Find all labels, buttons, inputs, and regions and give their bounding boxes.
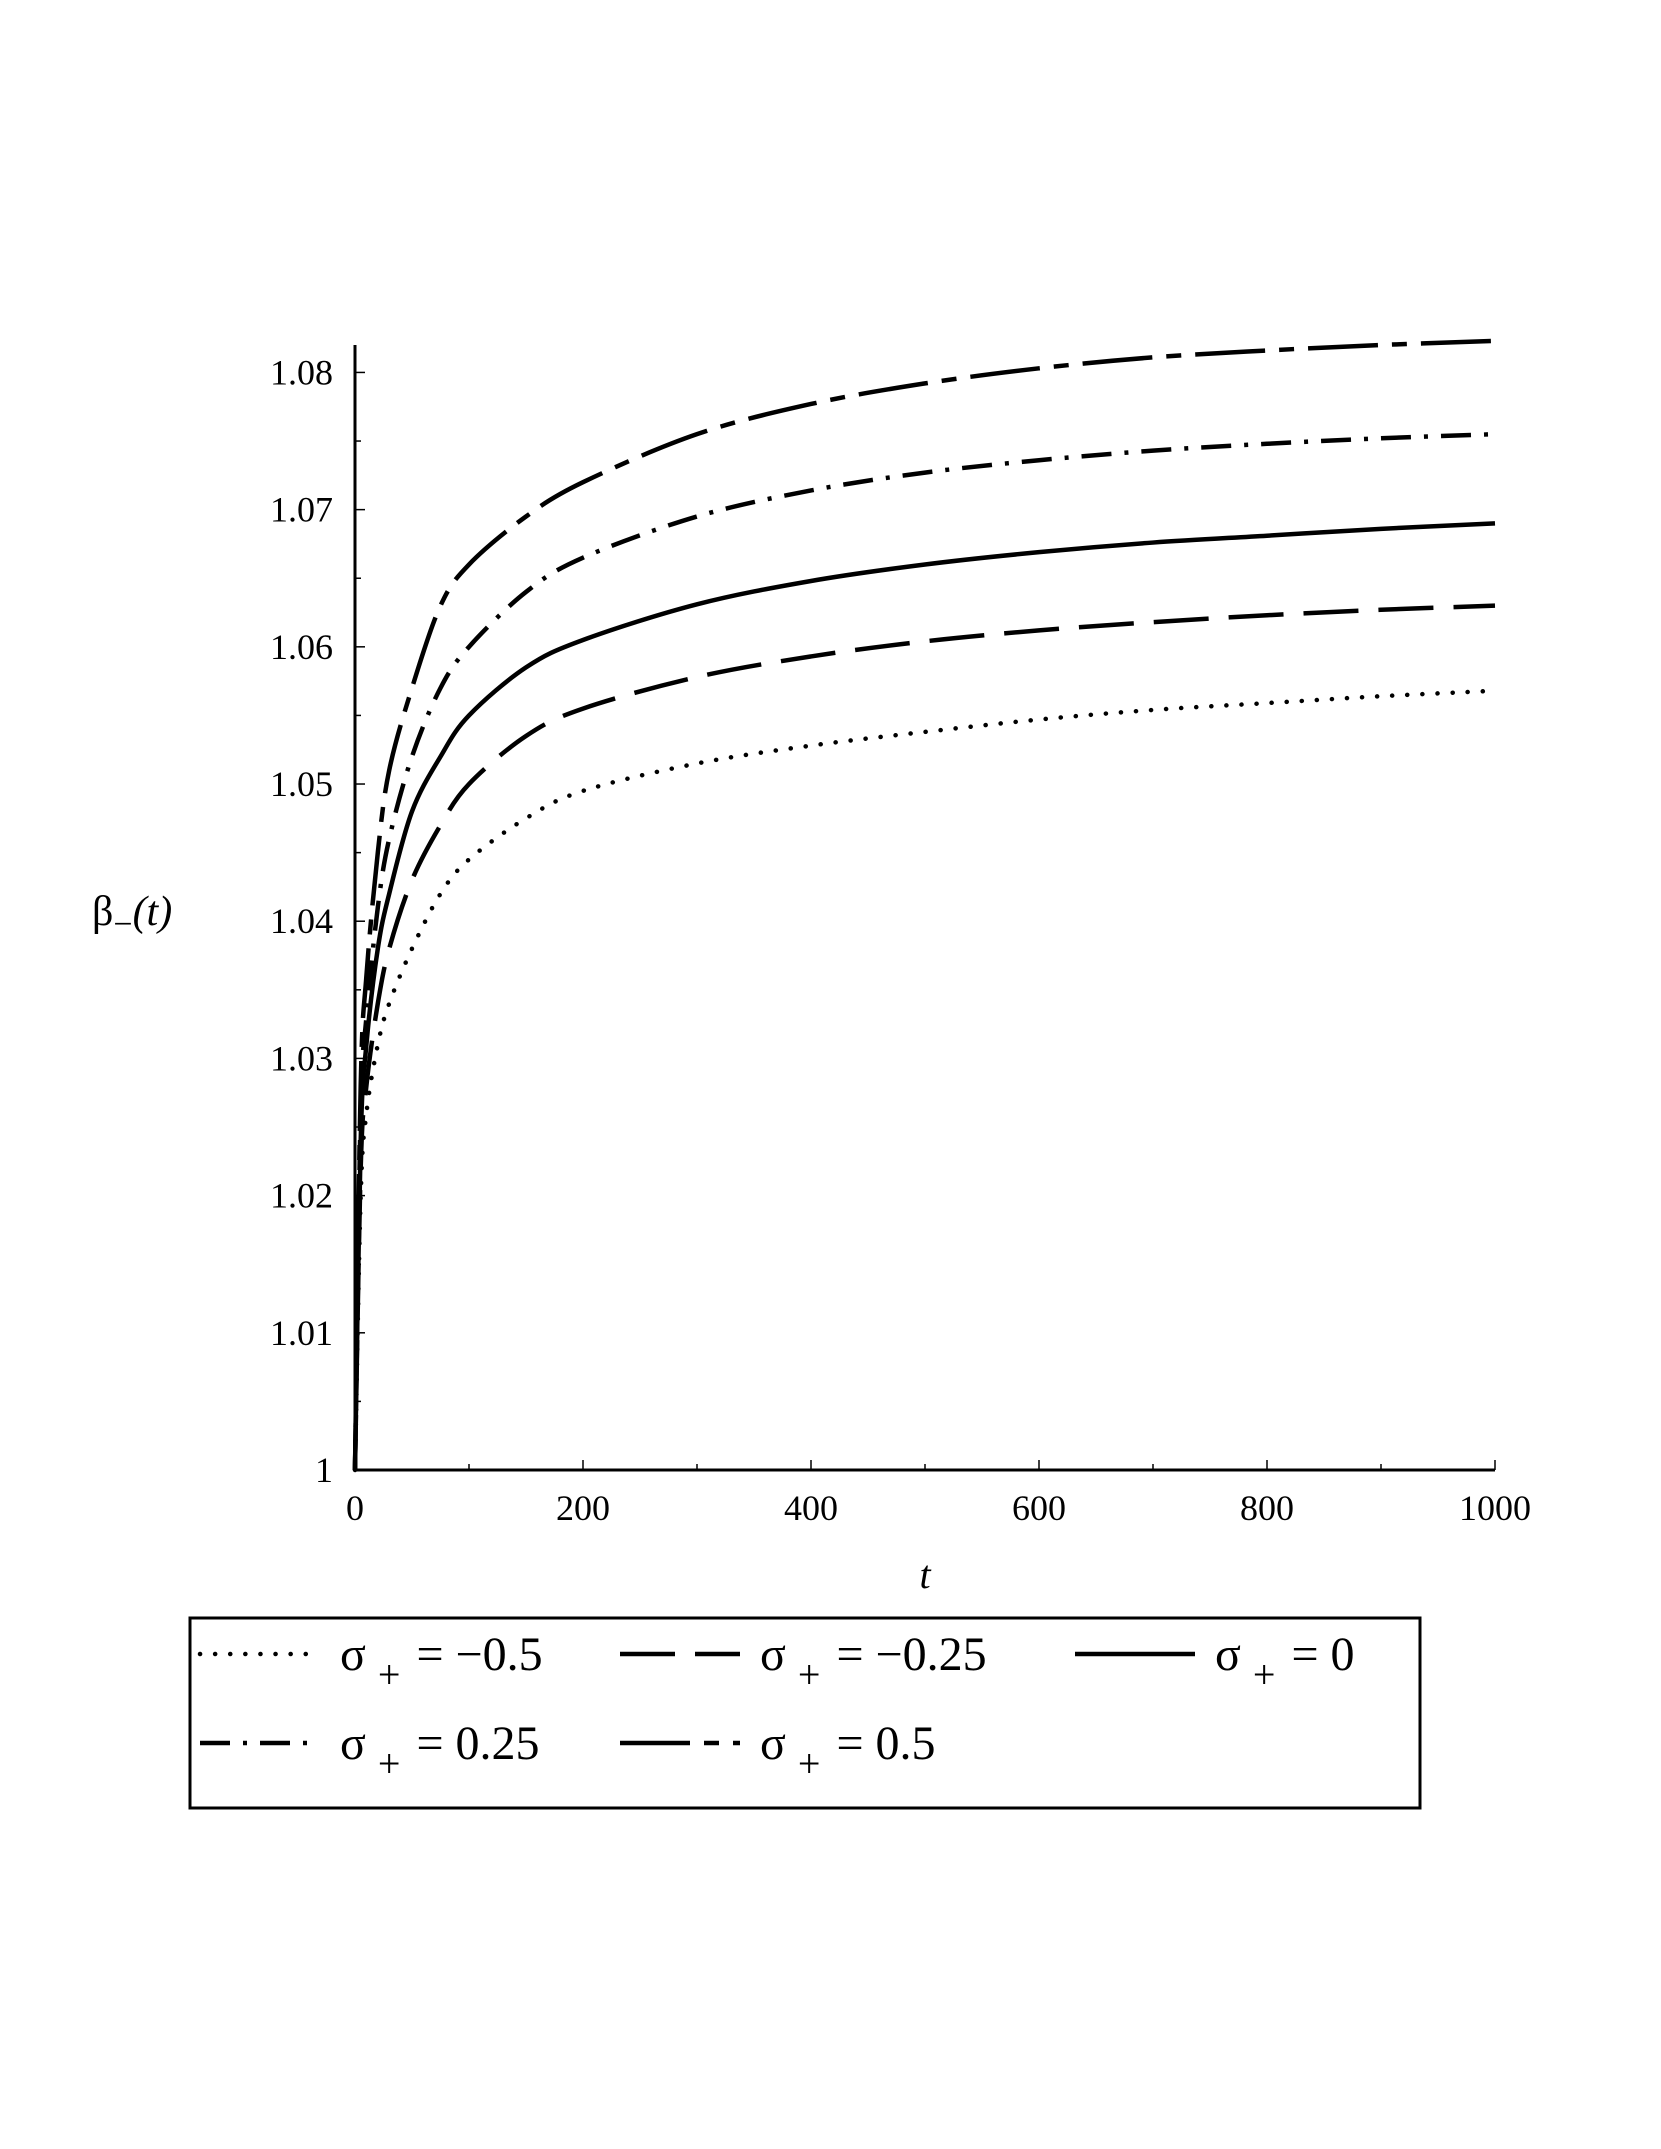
legend-box <box>188 1616 1422 1810</box>
y-tick-label: 1.07 <box>270 490 333 530</box>
legend-value: = −0.5 <box>416 1628 542 1681</box>
chart-legend: σ + = −0.5 σ + = −0.25 σ + = 0 σ + = 0.25 σ + = 0.5 <box>188 1616 1422 1810</box>
series-line-0 <box>352 688 1498 1473</box>
y-tick-label: 1.04 <box>270 901 333 941</box>
y-tick-label: 1 <box>315 1450 333 1490</box>
legend-symbol: σ <box>340 1628 366 1681</box>
legend-symbol: σ <box>340 1717 366 1770</box>
y-tick-label: 1.03 <box>270 1038 333 1078</box>
legend-subscript: + <box>798 1741 821 1786</box>
x-tick-label: 0 <box>346 1488 364 1528</box>
series-line-2 <box>352 521 1496 1471</box>
x-tick-label: 1000 <box>1459 1488 1531 1528</box>
y-tick-label: 1.01 <box>270 1313 333 1353</box>
x-tick-label: 400 <box>784 1488 838 1528</box>
legend-entry: σ + = −0.25 <box>760 1628 987 1697</box>
x-tick-label: 200 <box>556 1488 610 1528</box>
x-axis-title: t <box>919 1552 931 1597</box>
y-tick-label: 1.05 <box>270 764 333 804</box>
legend-symbol: σ <box>760 1628 786 1681</box>
legend-symbol: σ <box>760 1717 786 1770</box>
series-line-1 <box>352 603 1496 1471</box>
legend-entry: σ + = −0.5 <box>340 1628 543 1697</box>
x-tick-label: 600 <box>1012 1488 1066 1528</box>
series-line-3 <box>352 431 1496 1471</box>
y-axis-title-argument: (t) <box>133 889 173 935</box>
legend-subscript: + <box>798 1652 821 1697</box>
legend-value: = 0 <box>1291 1628 1354 1681</box>
y-tick-label: 1.06 <box>270 627 333 667</box>
legend-entry: σ + = 0.5 <box>760 1717 936 1786</box>
x-axis-ticks: 0 200 400 600 800 1000 <box>346 1460 1531 1528</box>
y-axis-title-symbol: β <box>92 889 113 935</box>
y-axis-title-subscript: − <box>113 906 132 943</box>
legend-value: = 0.25 <box>416 1717 539 1770</box>
y-axis-title: β−(t) <box>92 889 172 943</box>
legend-value: = −0.25 <box>836 1628 986 1681</box>
legend-subscript: + <box>378 1741 401 1786</box>
legend-entry: σ + = 0 <box>1215 1628 1355 1697</box>
legend-entry: σ + = 0.25 <box>340 1717 540 1786</box>
legend-subscript: + <box>1253 1652 1276 1697</box>
y-tick-label: 1.02 <box>270 1176 333 1216</box>
series-line-4 <box>352 338 1496 1471</box>
legend-value: = 0.5 <box>836 1717 935 1770</box>
y-axis-ticks: 1 1.01 1.02 1.03 1.04 1.05 1.06 1.07 1.08 <box>270 352 365 1490</box>
chart-series-group <box>352 338 1498 1473</box>
x-tick-label: 800 <box>1240 1488 1294 1528</box>
legend-subscript: + <box>378 1652 401 1697</box>
y-tick-label: 1.08 <box>270 352 333 392</box>
legend-symbol: σ <box>1215 1628 1241 1681</box>
